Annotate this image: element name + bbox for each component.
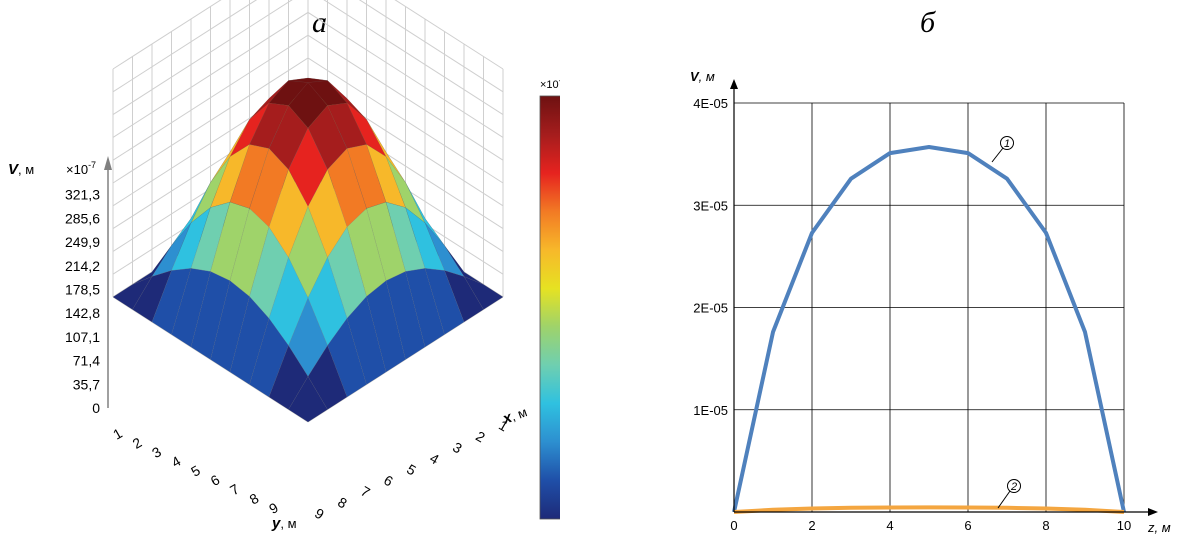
y-axis-var: V [690,69,700,84]
x-axis-var: z [1147,520,1155,535]
wall-grid-line [112,0,504,116]
wall-grid-line [112,0,504,93]
x-tick-label: 9 [312,505,327,523]
x-tick-label: 2 [808,518,815,533]
z-tick-label: 0 [92,400,100,416]
series-label-leader [991,147,1004,163]
colorbar-exponent-label: ×10-7 [540,76,560,91]
y-tick-label: 2E-05 [693,301,728,316]
x-axis-label: z, м [1147,520,1171,535]
surface-cell [307,345,348,410]
y-tick-label: 6 [208,471,223,489]
series-label-leader [997,490,1011,509]
y-tick-label: 7 [227,480,242,498]
z-axis-var: V [8,161,20,178]
x-tick-label: 10 [1117,518,1131,533]
series-label-1: 1 [1004,138,1010,150]
y-axis-var: y [271,515,281,532]
x-tick-label: 6 [381,472,396,490]
y-tick-label: 4E-05 [693,96,728,111]
x-axis-arrow [1148,508,1158,516]
wall-grid-line [112,0,504,70]
z-axis-unit: , м [18,162,34,177]
y-axis-unit: , м [699,69,715,84]
z-tick-label: 285,6 [65,210,100,226]
x-tick-label: 3 [450,439,465,457]
wall-grid-line [112,11,504,138]
y-tick-label: 1 [110,425,125,443]
x-tick-label: 2 [473,428,488,446]
series-line-2 [733,505,1125,514]
x-tick-label: 0 [730,518,737,533]
z-tick-label: 249,9 [65,234,100,250]
x-tick-label: 4 [427,450,442,468]
y-tick-label: 2 [130,434,145,452]
z-tick-label: 71,4 [73,353,100,369]
series-label-circle [1000,136,1014,150]
x-tick-label: 7 [358,483,373,501]
series-line-1 [732,144,1126,513]
y-tick-label: 3 [149,443,164,461]
y-axis-label: V, м [690,69,715,84]
y-tick-label: 1E-05 [693,403,728,418]
x-tick-label: 6 [964,518,971,533]
z-tick-label: 321,3 [65,187,100,203]
z-tick-label: 178,5 [65,282,100,298]
colorbar: ×10-7357,41297,84238,27178,71119,1459,57… [539,76,560,520]
wall-grid-line [112,57,504,184]
y-tick-label: 4 [169,453,184,471]
y-axis-arrow [730,79,738,89]
y-tick-label: 3E-05 [693,198,728,213]
surface-chart: 0 35,7 71,4 107,1 142,8 178,5 214,2 249,9 285,6 3… [8,0,560,532]
y-axis-label: y, м [271,515,297,532]
z-tick-label: 107,1 [65,329,100,345]
x-tick-label: 8 [335,494,350,512]
colorbar-gradient [539,95,560,520]
line-chart-series: 12 [732,136,1126,514]
wall-grid-line [112,34,504,161]
z-exponent: -7 [88,160,96,170]
z-axis-label: V, м [8,161,34,178]
z-tick-label: 142,8 [65,305,100,321]
x-tick-label: 4 [886,518,893,533]
surface-cell [288,376,328,423]
panel-b-label: б [920,6,936,39]
z-tick-label: 214,2 [65,258,100,274]
x-tick-label: 8 [1042,518,1049,533]
x-tick-label: 5 [404,461,419,479]
series-label-circle [1007,479,1021,493]
surface-cell [463,276,504,310]
z-exponent-label: ×10-7 [66,160,96,177]
surface-cell [268,345,309,410]
x-axis-unit: , м [509,404,529,424]
colorbar-exponent: -7 [559,76,560,85]
surface-mesh [112,77,504,423]
y-axis-unit: , м [280,516,296,531]
surface-cell [112,276,153,310]
series-label-2: 2 [1010,481,1017,493]
surface-cell [288,206,328,299]
y-tick-label: 8 [247,490,262,508]
line-chart-grid [733,102,1125,512]
z-tick-label: 35,7 [73,376,100,392]
x-axis-unit: , м [1155,520,1171,535]
surface-cell [288,127,328,208]
z-axis-arrow [104,156,112,170]
panel-a-label: а [312,6,327,39]
y-tick-label: 5 [188,462,203,480]
